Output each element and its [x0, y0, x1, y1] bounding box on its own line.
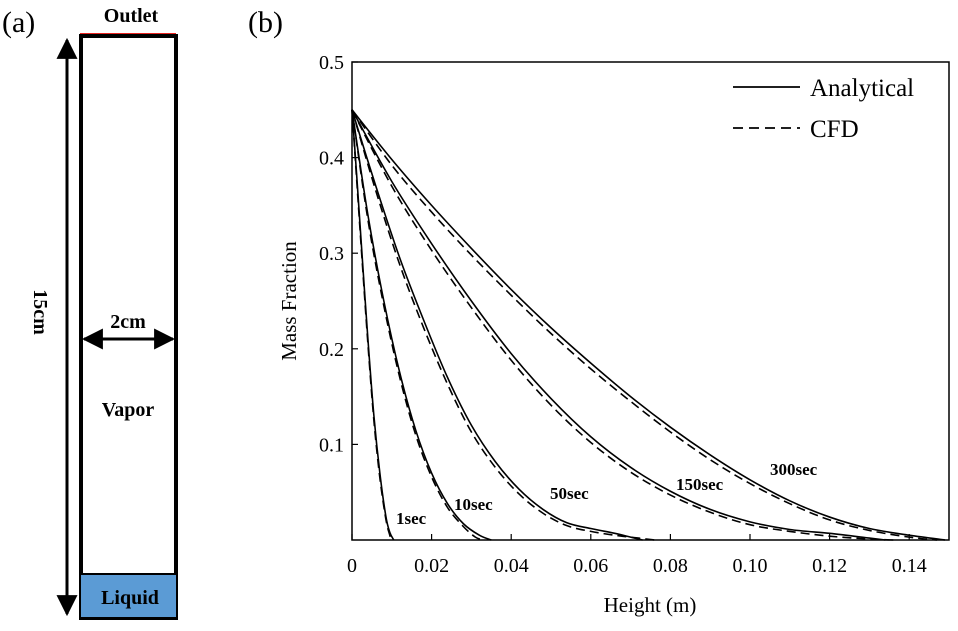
curve-analytical-10sec: [351, 109, 492, 541]
curve-label-1sec: 1sec: [396, 509, 427, 528]
y-axis-title: Mass Fraction: [277, 241, 301, 361]
curve-label-150sec: 150sec: [676, 475, 724, 494]
x-axis-title: Height (m): [604, 593, 697, 617]
panel-a: (a) Outlet Liquid Vapor 2cm 15cm: [2, 5, 178, 620]
plot-frame: [351, 61, 950, 541]
liquid-region: [81, 574, 176, 617]
legend: Analytical CFD: [733, 75, 914, 143]
curve-analytical-50sec: [351, 109, 643, 541]
outlet-label: Outlet: [104, 5, 159, 27]
curves: [351, 109, 946, 541]
x-tick-label: 0.06: [573, 555, 608, 577]
x-tick-label: 0.10: [733, 555, 768, 577]
curve-analytical-150sec: [351, 109, 886, 541]
y-tick-label: 0.2: [319, 339, 344, 361]
vapor-label: Vapor: [102, 399, 155, 421]
panel-b-label: (b): [248, 6, 283, 39]
curve-cfd-150sec: [351, 109, 894, 541]
y-tick-label: 0.3: [319, 243, 344, 265]
curve-label-10sec: 10sec: [454, 495, 493, 514]
curve-cfd-300sec: [351, 109, 938, 541]
panel-a-label: (a): [2, 6, 35, 39]
legend-analytical-label: Analytical: [810, 75, 914, 102]
x-tick-label: 0.14: [892, 555, 927, 577]
curve-label-300sec: 300sec: [770, 460, 818, 479]
curve-cfd-50sec: [351, 109, 655, 541]
x-tick-label: 0.12: [812, 555, 847, 577]
panel-b: (b) 0 0.02 0.04 0.06 0.08 0.10 0.12 0.140.10.20…: [248, 6, 950, 617]
y-tick-label: 0.4: [319, 148, 344, 170]
x-tick-label: 0.02: [414, 555, 449, 577]
height-label: 15cm: [29, 289, 51, 335]
y-tick-label: 0.1: [319, 434, 344, 456]
x-tick-label: 0: [347, 555, 357, 577]
curve-cfd-10sec: [351, 109, 484, 541]
column-tube: [79, 34, 178, 620]
y-tick-label: 0.5: [319, 52, 344, 74]
x-tick-label: 0.04: [494, 555, 529, 577]
legend-cfd-label: CFD: [810, 116, 859, 143]
curve-analytical-300sec: [351, 109, 946, 541]
x-tick-label: 0.08: [653, 555, 688, 577]
width-label: 2cm: [110, 311, 146, 333]
liquid-label: Liquid: [101, 587, 159, 609]
axis-ticks: 0 0.02 0.04 0.06 0.08 0.10 0.12 0.14 0.1 0.2 0.3 0.…: [319, 52, 927, 577]
curve-label-50sec: 50sec: [550, 484, 589, 503]
curve-cfd-1sec: [351, 109, 393, 541]
